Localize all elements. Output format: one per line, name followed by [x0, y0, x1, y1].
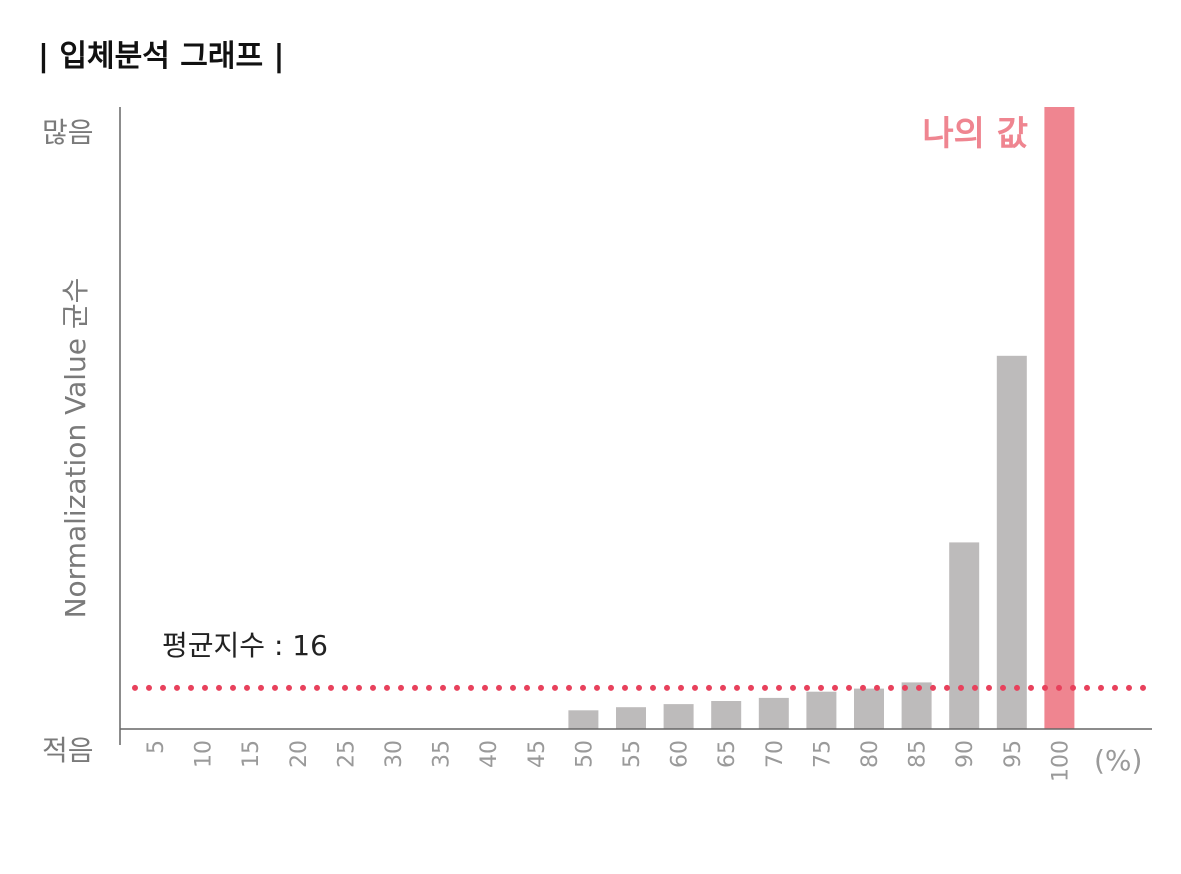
- bar-55: [616, 707, 646, 729]
- x-tick-label-20: 20: [287, 740, 312, 768]
- bar-90: [949, 542, 980, 729]
- highlight-bar: [1044, 107, 1075, 729]
- bar-75: [806, 691, 837, 729]
- x-tick-label-15: 15: [239, 740, 264, 768]
- bar-70: [758, 697, 789, 729]
- x-tick-label-95: 95: [1001, 740, 1026, 768]
- x-tick-labels: 5 10 15 20 25 30 35 40 45 50 55 60 65 70 75 80 85 90 95 100: [144, 740, 1073, 782]
- x-tick-label-25: 25: [334, 740, 359, 768]
- x-tick-label-10: 10: [192, 740, 217, 768]
- bar-95: [996, 355, 1027, 729]
- y-bottom-label: 적음: [42, 734, 94, 767]
- x-tick-label-35: 35: [430, 740, 455, 768]
- x-tick-label-80: 80: [858, 740, 883, 768]
- x-tick-label-55: 55: [620, 740, 645, 768]
- x-tick-label-30: 30: [382, 740, 407, 768]
- x-tick-label-45: 45: [525, 740, 550, 768]
- chart-title: | 입체분석 그래프 |: [38, 39, 284, 74]
- x-tick-label-40: 40: [477, 740, 502, 768]
- y-axis-title: Normalization Value 균수: [59, 278, 92, 619]
- bar-65: [711, 701, 742, 729]
- average-label: 평균지수 : 16: [162, 629, 328, 662]
- x-tick-label-90: 90: [953, 740, 978, 768]
- x-tick-label-60: 60: [668, 740, 693, 768]
- x-unit-label: (%): [1094, 744, 1142, 777]
- x-tick-label-70: 70: [763, 740, 788, 768]
- highlight-label: 나의 값: [922, 114, 1028, 154]
- x-tick-label-5: 5: [144, 740, 169, 754]
- x-tick-label-65: 65: [715, 740, 740, 768]
- x-tick-label-50: 50: [572, 740, 597, 768]
- bar-80: [854, 688, 884, 729]
- bar-60: [663, 704, 694, 729]
- bar-50: [568, 710, 599, 729]
- y-top-label: 많음: [42, 116, 94, 149]
- x-tick-label-85: 85: [906, 740, 931, 768]
- x-tick-label-100: 100: [1048, 740, 1073, 782]
- x-tick-label-75: 75: [810, 740, 835, 768]
- bars-layer: [568, 107, 1075, 729]
